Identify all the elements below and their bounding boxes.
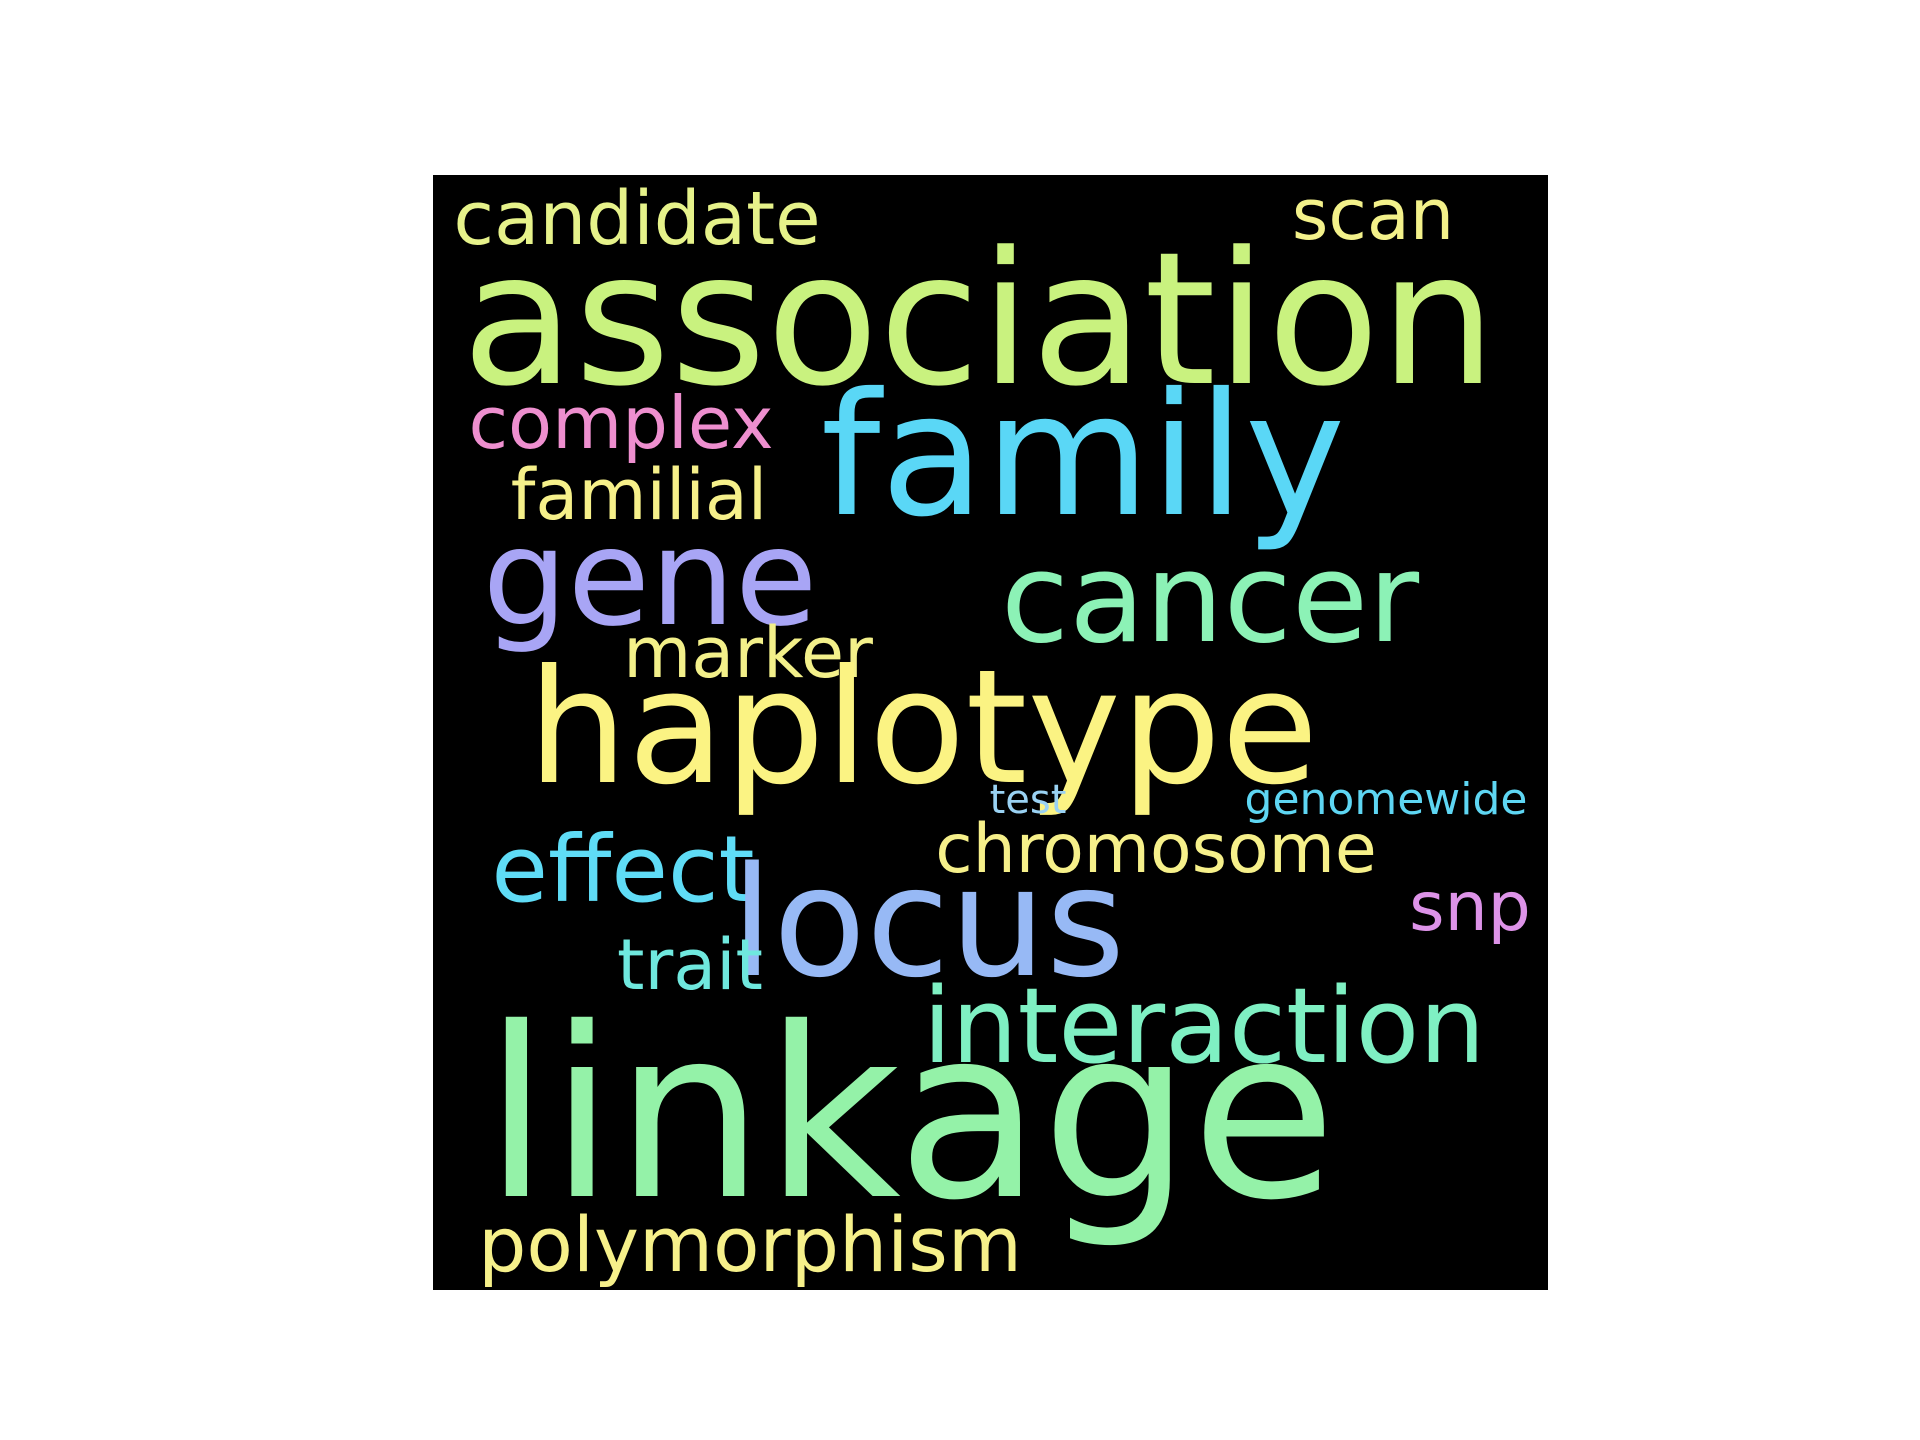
word-marker: marker: [623, 612, 873, 694]
word-scan: scan: [1291, 175, 1455, 256]
word-haplotype: haplotype: [527, 636, 1319, 820]
word-gene: gene: [482, 500, 818, 656]
word-trait: trait: [616, 924, 764, 1006]
word-locus: locus: [730, 834, 1126, 1011]
word-cancer: cancer: [1000, 527, 1420, 671]
word-polymorphism: polymorphism: [478, 1200, 1022, 1289]
word-interaction: interaction: [922, 965, 1486, 1087]
word-complex: complex: [468, 381, 774, 465]
word-effect: effect: [491, 816, 755, 923]
word-family: family: [820, 357, 1346, 555]
word-snp: snp: [1409, 868, 1531, 947]
word-candidate: candidate: [453, 176, 821, 262]
word-linkage: linkage: [483, 977, 1337, 1252]
word-cloud: candidate scan association complex famil…: [433, 175, 1548, 1290]
word-genomewide: genomewide: [1244, 774, 1528, 825]
word-test: test: [989, 777, 1067, 823]
word-association: association: [461, 213, 1497, 427]
word-familial: familial: [510, 454, 768, 536]
word-chromosome: chromosome: [935, 810, 1377, 889]
